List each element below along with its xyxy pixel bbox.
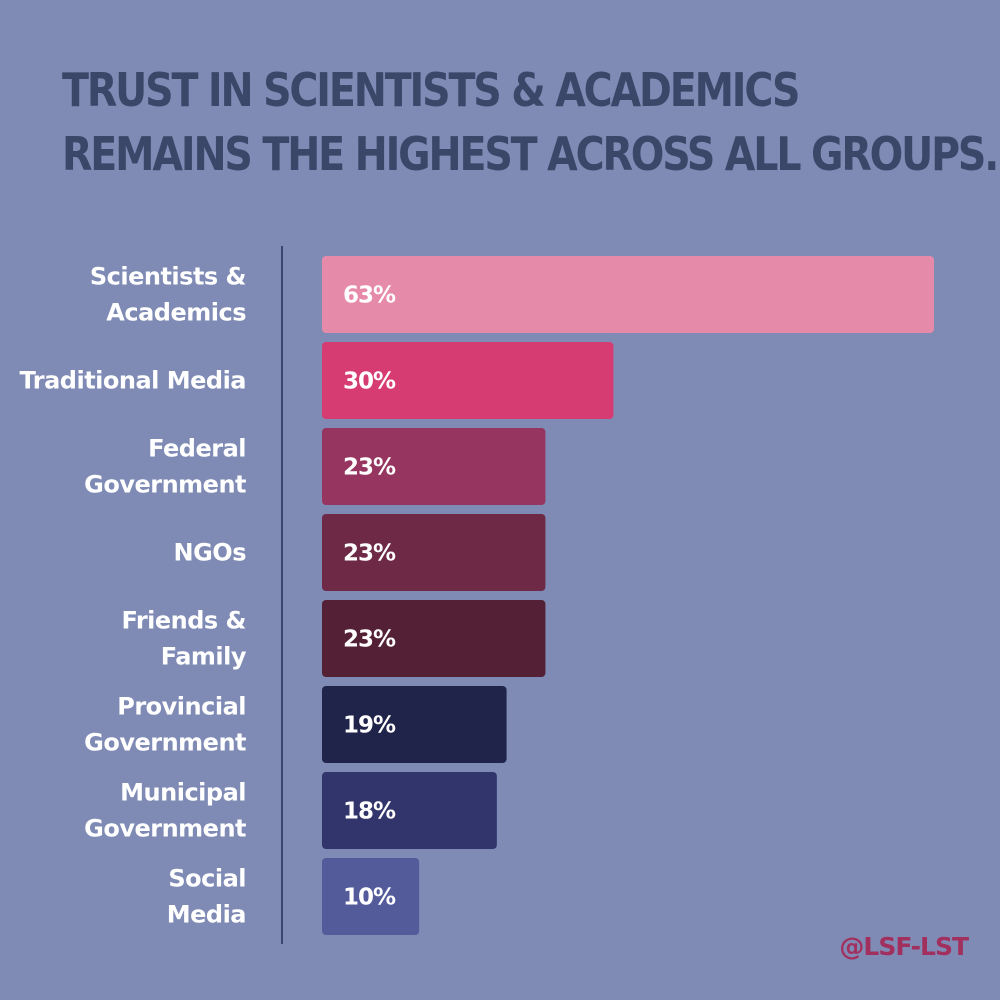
category-label-4-line-1: Family (161, 643, 247, 671)
category-label-4-line-0: Friends & (121, 607, 246, 635)
bar-4 (322, 600, 546, 677)
bar-1 (322, 342, 614, 419)
value-label-2: 23% (343, 455, 396, 481)
category-label-1-line-0: Traditional Media (20, 367, 246, 395)
category-label-2-line-1: Government (84, 471, 246, 499)
category-label-4: Friends & Family (121, 607, 246, 671)
category-label-7-line-0: Social (168, 865, 246, 893)
category-labels-group: Scientists & Academics Traditional Media Fe… (20, 263, 248, 929)
category-label-6-line-0: Municipal (120, 779, 246, 807)
bar-2 (322, 428, 546, 505)
category-label-6-line-1: Government (84, 815, 246, 843)
category-label-7-line-1: Media (167, 901, 246, 929)
category-label-2-line-0: Federal (148, 435, 246, 463)
bar-6 (322, 772, 497, 849)
category-label-0: Scientists & Academics (90, 263, 246, 327)
bars-group (322, 256, 934, 935)
category-label-1: Traditional Media (20, 367, 246, 395)
chart-title-line-1: TRUST IN SCIENTISTS & ACADEMICS (62, 63, 800, 117)
value-label-4: 23% (343, 627, 396, 653)
value-labels-group: 63% 30% 23% 23% 23% 19% 18% 10% (343, 283, 397, 911)
category-label-7: Social Media (167, 865, 246, 929)
bar-5 (322, 686, 507, 763)
category-label-3: NGOs (174, 539, 247, 567)
value-label-6: 18% (343, 799, 396, 825)
value-label-0: 63% (343, 283, 396, 309)
chart-title: TRUST IN SCIENTISTS & ACADEMICS REMAINS … (62, 58, 999, 186)
category-label-5-line-0: Provincial (117, 693, 246, 721)
category-label-0-line-1: Academics (106, 299, 246, 327)
value-label-7: 10% (343, 885, 396, 911)
category-label-3-line-0: NGOs (174, 539, 247, 567)
category-label-5-line-1: Government (84, 729, 246, 757)
category-label-6: Municipal Government (84, 779, 246, 843)
credit-handle: @LSF-LST (839, 932, 969, 961)
chart-title-line-2: REMAINS THE HIGHEST ACROSS ALL GROUPS. (62, 127, 999, 181)
category-label-5: Provincial Government (84, 693, 246, 757)
value-label-1: 30% (343, 369, 396, 395)
category-label-0-line-0: Scientists & (90, 263, 246, 291)
bar-3 (322, 514, 546, 591)
category-label-2: Federal Government (84, 435, 246, 499)
value-label-3: 23% (343, 541, 396, 567)
bar-7 (322, 858, 420, 935)
bar-0 (322, 256, 934, 333)
value-label-5: 19% (343, 713, 396, 739)
